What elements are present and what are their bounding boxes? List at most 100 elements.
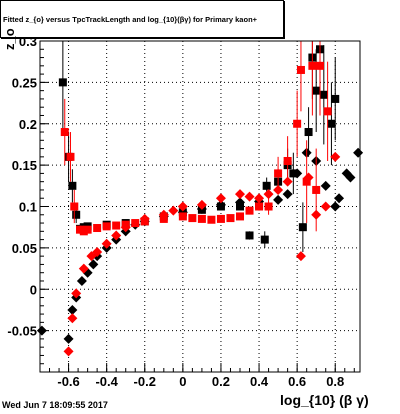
y-tick-label: 0.2 <box>19 117 37 132</box>
data-point <box>207 215 216 224</box>
data-point <box>215 199 226 210</box>
data-point <box>293 119 302 128</box>
data-point <box>120 222 131 233</box>
chart-title: Fitted z_{o} versus TpcTrackLength and l… <box>0 0 284 38</box>
data-point <box>60 128 69 137</box>
data-point <box>312 86 321 95</box>
data-point <box>68 181 77 190</box>
data-point <box>298 223 307 232</box>
data-point <box>215 193 226 204</box>
data-point <box>168 205 179 216</box>
data-point <box>58 78 67 87</box>
data-point <box>334 193 345 204</box>
data-point <box>282 176 293 187</box>
data-point <box>131 219 140 228</box>
data-point <box>197 214 206 223</box>
data-point <box>188 214 197 223</box>
data-point <box>282 189 293 200</box>
data-point <box>296 65 305 74</box>
data-point <box>312 185 321 194</box>
data-point <box>254 193 265 204</box>
data-point <box>63 333 74 344</box>
data-point <box>245 206 254 215</box>
chart-ticks: -0.6 -0.4 -0.2 0 0.2 0.4 0.6 0.8 -0.05 0 0.05 0.1 0.… <box>7 34 355 389</box>
data-point <box>226 214 235 223</box>
x-tick-label: 0.8 <box>326 374 344 389</box>
x-tick-label: -0.2 <box>134 374 156 389</box>
data-point <box>330 151 341 162</box>
data-point <box>330 201 341 212</box>
data-point <box>311 209 322 220</box>
y-tick-label: 0.25 <box>12 75 37 90</box>
data-point <box>76 275 87 286</box>
data-point <box>102 222 111 231</box>
y-axis-label: z_o <box>2 28 17 50</box>
data-point <box>327 119 336 128</box>
data-point <box>112 221 121 230</box>
x-tick-label: 0.6 <box>288 374 306 389</box>
data-point <box>353 147 364 158</box>
y-tick-label: -0.05 <box>7 324 37 339</box>
data-point <box>264 202 273 211</box>
data-point <box>245 231 254 240</box>
x-tick-label: -0.6 <box>57 374 79 389</box>
x-tick-label: 0.2 <box>212 374 230 389</box>
data-point <box>316 61 324 70</box>
data-point <box>244 191 255 202</box>
x-axis-label: log_{10} (β γ) <box>280 392 369 408</box>
data-point <box>216 214 225 223</box>
y-tick-label: 0 <box>30 282 37 297</box>
data-point <box>255 202 264 211</box>
data-point <box>273 194 284 205</box>
data-point <box>319 90 328 99</box>
data-point <box>72 210 81 219</box>
data-point <box>273 184 284 195</box>
data-point <box>320 180 331 191</box>
data-point <box>260 235 269 244</box>
data-point <box>70 202 79 211</box>
data-point <box>83 225 92 234</box>
data-point <box>93 224 102 233</box>
data-point <box>177 201 188 212</box>
data-point <box>67 304 78 315</box>
data-point <box>295 251 306 262</box>
data-point <box>196 199 207 210</box>
data-point <box>111 230 122 241</box>
data-point <box>92 247 103 258</box>
data-point <box>345 172 356 183</box>
data-point <box>235 189 245 200</box>
data-point <box>323 107 332 116</box>
data-point <box>236 212 244 221</box>
data-point <box>263 189 274 200</box>
data-point <box>308 61 317 70</box>
data-point <box>178 212 187 221</box>
data-point <box>320 201 331 212</box>
data-point <box>283 156 292 165</box>
y-tick-label: 0.1 <box>19 200 37 215</box>
data-point <box>235 197 245 208</box>
data-point <box>302 177 311 186</box>
x-tick-label: -0.4 <box>95 374 118 389</box>
data-point <box>67 313 78 324</box>
data-point <box>262 181 271 190</box>
data-point <box>66 152 75 161</box>
data-point <box>158 209 169 220</box>
data-point <box>304 128 313 137</box>
chart-points <box>36 41 364 357</box>
data-point <box>101 238 112 249</box>
data-point <box>78 263 89 274</box>
y-tick-label: 0.15 <box>12 158 37 173</box>
y-tick-label: 0.05 <box>12 241 37 256</box>
data-point <box>292 168 303 179</box>
data-point <box>139 213 150 224</box>
data-point <box>303 172 314 183</box>
x-tick-label: 0 <box>179 374 186 389</box>
data-point <box>331 94 340 103</box>
timestamp-footer: Wed Jun 7 18:09:55 2017 <box>2 400 108 410</box>
data-point <box>71 288 82 299</box>
data-point <box>63 346 74 357</box>
data-point <box>274 169 283 178</box>
data-point <box>88 259 99 270</box>
x-tick-label: 0.4 <box>250 374 269 389</box>
